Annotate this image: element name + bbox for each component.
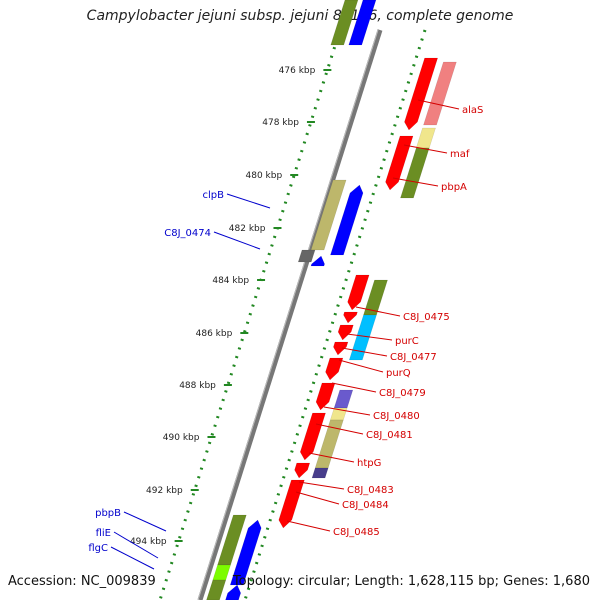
gene-C8J_0480-slate[interactable] xyxy=(333,389,354,409)
kbp-tick-label: 476 kbp xyxy=(279,66,316,76)
gene-C8J_0483-slate[interactable] xyxy=(311,467,329,479)
gene-alaS-salmon[interactable] xyxy=(423,61,457,126)
topology-text: Topology: circular; Length: 1,628,115 bp… xyxy=(232,574,590,589)
label-line xyxy=(323,406,371,416)
label-line xyxy=(403,144,448,154)
gene-maf[interactable] xyxy=(385,135,414,191)
reverse-dotted-rail xyxy=(243,29,427,600)
gene-C8J_0477[interactable] xyxy=(337,324,354,341)
label-line xyxy=(213,231,261,250)
gene-label-clpB[interactable]: clpB xyxy=(203,190,225,201)
label-line xyxy=(341,347,388,357)
kbp-tick-label: 486 kbp xyxy=(196,329,233,339)
gene-label-purQ[interactable]: purQ xyxy=(386,368,411,379)
gene-C8J_0483[interactable] xyxy=(278,479,305,529)
gene-clpB-blue[interactable] xyxy=(330,184,364,256)
gene-olive-top[interactable] xyxy=(330,0,359,46)
gene-clpB-khaki[interactable] xyxy=(310,179,347,251)
gene-C8J_0474-blue[interactable] xyxy=(310,255,325,267)
label-line xyxy=(417,99,460,110)
gene-label-C8J_0483[interactable]: C8J_0483 xyxy=(347,485,394,496)
kbp-tick-label: 494 kbp xyxy=(130,537,167,547)
kbp-tick-label: 484 kbp xyxy=(212,276,249,286)
kbp-tick-label: 488 kbp xyxy=(179,381,216,391)
gene-flgC-olive[interactable] xyxy=(206,579,227,600)
gene-label-C8J_0479[interactable]: C8J_0479 xyxy=(379,388,426,399)
label-line xyxy=(110,546,155,570)
gene-label-alaS[interactable]: alaS xyxy=(462,105,483,116)
label-line xyxy=(392,177,439,187)
gene-label-C8J_0480[interactable]: C8J_0480 xyxy=(373,411,420,422)
gene-fliE-lime[interactable] xyxy=(212,564,231,581)
gene-label-C8J_0474[interactable]: C8J_0474 xyxy=(164,228,211,239)
label-line xyxy=(286,520,331,532)
label-line xyxy=(355,306,401,317)
kbp-tick-label: 478 kbp xyxy=(262,118,299,128)
gene-alaS[interactable] xyxy=(404,57,438,131)
gene-label-C8J_0477[interactable]: C8J_0477 xyxy=(390,352,437,363)
gene-purC[interactable] xyxy=(343,311,358,324)
gene-label-C8J_0481[interactable]: C8J_0481 xyxy=(366,430,413,441)
gene-label-C8J_0475[interactable]: C8J_0475 xyxy=(403,312,450,323)
forward-dotted-rail xyxy=(158,29,342,600)
gene-C8J_0475[interactable] xyxy=(347,274,370,311)
gene-fwd-top[interactable] xyxy=(348,0,377,46)
label-line xyxy=(226,193,271,209)
label-line xyxy=(113,531,159,559)
gene-label-pbpB[interactable]: pbpB xyxy=(95,508,121,519)
label-line xyxy=(123,511,167,532)
gene-pbpA[interactable] xyxy=(400,147,430,199)
gene-label-htpG[interactable]: htpG xyxy=(357,458,381,469)
gene-htpG[interactable] xyxy=(294,462,311,479)
kbp-tick-label: 482 kbp xyxy=(229,224,266,234)
gene-label-C8J_0484[interactable]: C8J_0484 xyxy=(342,500,389,511)
gene-pbpB-blue[interactable] xyxy=(229,519,262,586)
gene-maf-yellow[interactable] xyxy=(415,127,436,149)
gene-flgC-blue[interactable] xyxy=(225,584,241,600)
gene-label-C8J_0485[interactable]: C8J_0485 xyxy=(333,527,380,538)
label-line xyxy=(346,333,393,341)
gene-label-fliE[interactable]: fliE xyxy=(96,528,111,539)
gene-C8J_0480[interactable] xyxy=(315,382,336,411)
label-line xyxy=(315,423,364,435)
map-title: Campylobacter jejuni subsp. jejuni 81116… xyxy=(86,8,514,24)
kbp-tick-label: 480 kbp xyxy=(246,171,283,181)
gene-C8J_0479[interactable] xyxy=(325,357,344,381)
gene-C8J_0477-sky[interactable] xyxy=(348,314,377,361)
label-line xyxy=(295,491,340,505)
gene-label-pbpA[interactable]: pbpA xyxy=(441,182,467,193)
accession-text: Accession: NC_009839 xyxy=(8,574,156,589)
kbp-tick-label: 490 kbp xyxy=(163,433,200,443)
gene-label-purC[interactable]: purC xyxy=(395,336,419,347)
label-line xyxy=(298,481,345,490)
gene-label-maf[interactable]: maf xyxy=(450,149,470,160)
gene-C8J_0474-gray[interactable] xyxy=(297,249,316,263)
kbp-tick-label: 492 kbp xyxy=(146,486,183,496)
gene-label-flgC[interactable]: flgC xyxy=(88,543,108,554)
genome-backbone-highlight xyxy=(197,29,379,600)
gene-purQ[interactable] xyxy=(333,341,349,356)
label-line xyxy=(338,359,384,373)
genome-backbone xyxy=(197,29,383,600)
label-line xyxy=(308,452,355,463)
label-line xyxy=(331,382,377,393)
